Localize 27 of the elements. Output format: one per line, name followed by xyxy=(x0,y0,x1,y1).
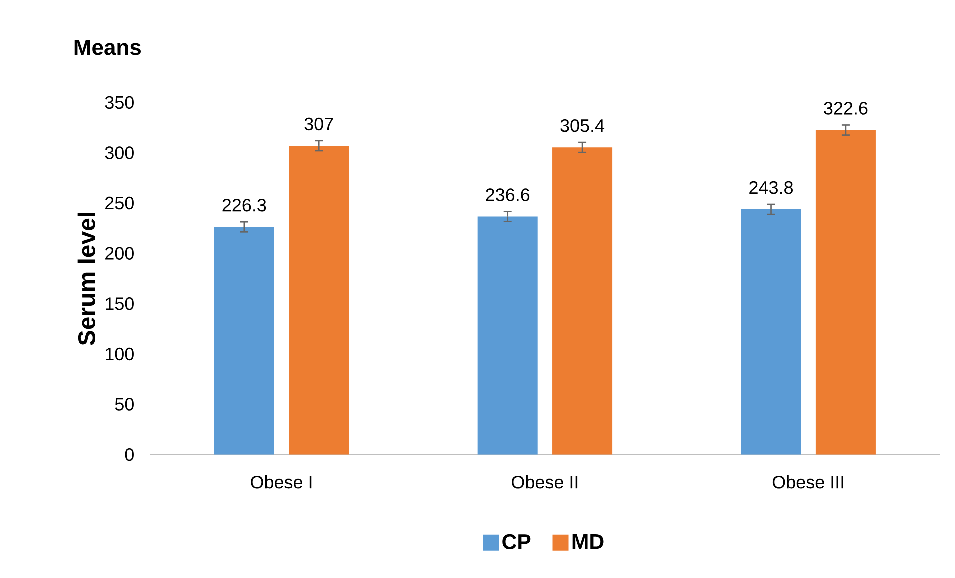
x-tick-label: Obese II xyxy=(512,475,578,489)
bar xyxy=(289,146,350,455)
y-axis-title: Serum level xyxy=(78,213,96,346)
x-tick-label: Obese III xyxy=(772,475,844,489)
data-label: 236.6 xyxy=(486,188,530,202)
data-label: 226.3 xyxy=(222,198,266,212)
bar xyxy=(478,216,538,455)
bar xyxy=(741,209,802,455)
chart-title: Means xyxy=(74,40,141,56)
y-tick-label: 200 xyxy=(106,247,134,260)
bar xyxy=(214,227,274,455)
y-tick-label: 150 xyxy=(106,297,134,310)
bar xyxy=(816,130,876,455)
y-tick-label: 300 xyxy=(105,146,134,160)
y-tick-label: 100 xyxy=(106,348,134,360)
legend-label: MD xyxy=(572,534,604,550)
data-label: 305.4 xyxy=(560,119,605,132)
y-tick-label: 50 xyxy=(115,398,134,411)
y-tick-label: 350 xyxy=(105,96,134,109)
y-tick-label: 250 xyxy=(106,196,134,210)
bar xyxy=(552,147,613,455)
data-label: 307 xyxy=(304,118,334,130)
x-tick-label: Obese I xyxy=(251,475,312,489)
data-label: 243.8 xyxy=(750,181,793,194)
legend-label: CP xyxy=(502,534,531,550)
data-label: 322.6 xyxy=(824,102,868,115)
y-tick-label: 0 xyxy=(125,448,134,462)
